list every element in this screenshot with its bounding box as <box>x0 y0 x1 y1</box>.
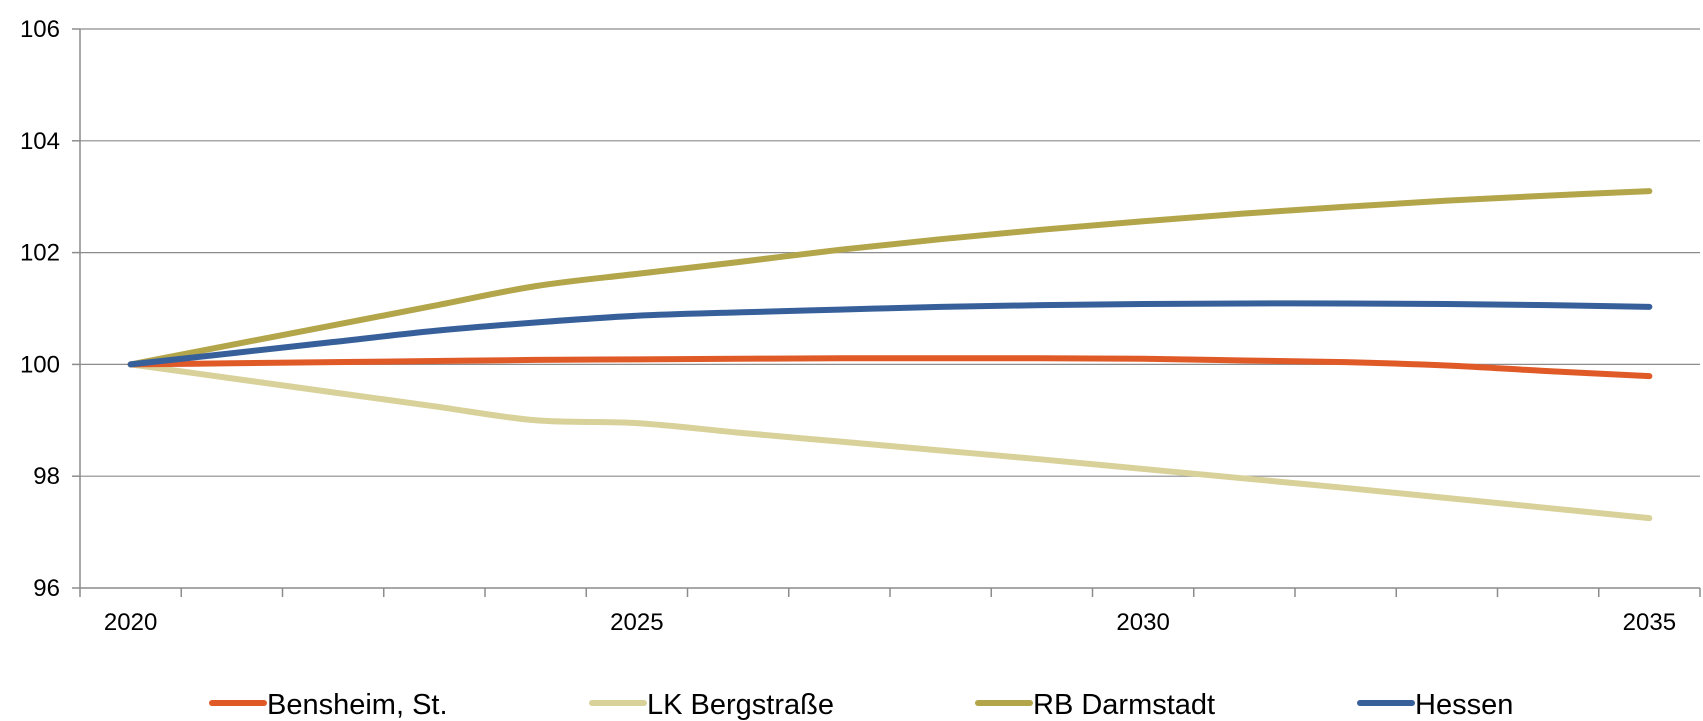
legend: Bensheim, St. LK Bergstraße RB Darmstadt He… <box>209 689 1513 721</box>
y-tick-label-96: 96 <box>33 575 60 602</box>
x-tick-label-2030: 2030 <box>1116 609 1169 636</box>
series-line-rb-darmstadt <box>127 188 1653 368</box>
legend-label-bensheim-st: Bensheim, St. <box>267 689 448 721</box>
y-tick-label-102: 102 <box>20 240 60 267</box>
grid-lines <box>80 28 1700 477</box>
y-tick-label-98: 98 <box>33 463 60 490</box>
x-tick-label-2020: 2020 <box>104 609 157 636</box>
y-tick-label-100: 100 <box>20 351 60 378</box>
y-tick-label-104: 104 <box>20 128 60 155</box>
legend-label-lk-bergstra-e: LK Bergstraße <box>647 689 834 721</box>
x-tick-label-2035: 2035 <box>1623 609 1676 636</box>
series-line-lk-bergstra-e <box>127 361 1653 522</box>
legend-label-rb-darmstadt: RB Darmstadt <box>1033 689 1215 721</box>
x-axis-ticks: 2020 2025 2030 2035 <box>79 588 1701 636</box>
legend-label-hessen: Hessen <box>1415 689 1513 721</box>
y-tick-label-106: 106 <box>20 16 60 43</box>
series-lines <box>127 188 1653 522</box>
x-tick-label-2025: 2025 <box>610 609 663 636</box>
y-axis-ticks: 96 98 100 102 104 106 <box>20 16 80 602</box>
series-line-hessen <box>127 300 1653 368</box>
series-line-bensheim-st <box>127 355 1653 380</box>
